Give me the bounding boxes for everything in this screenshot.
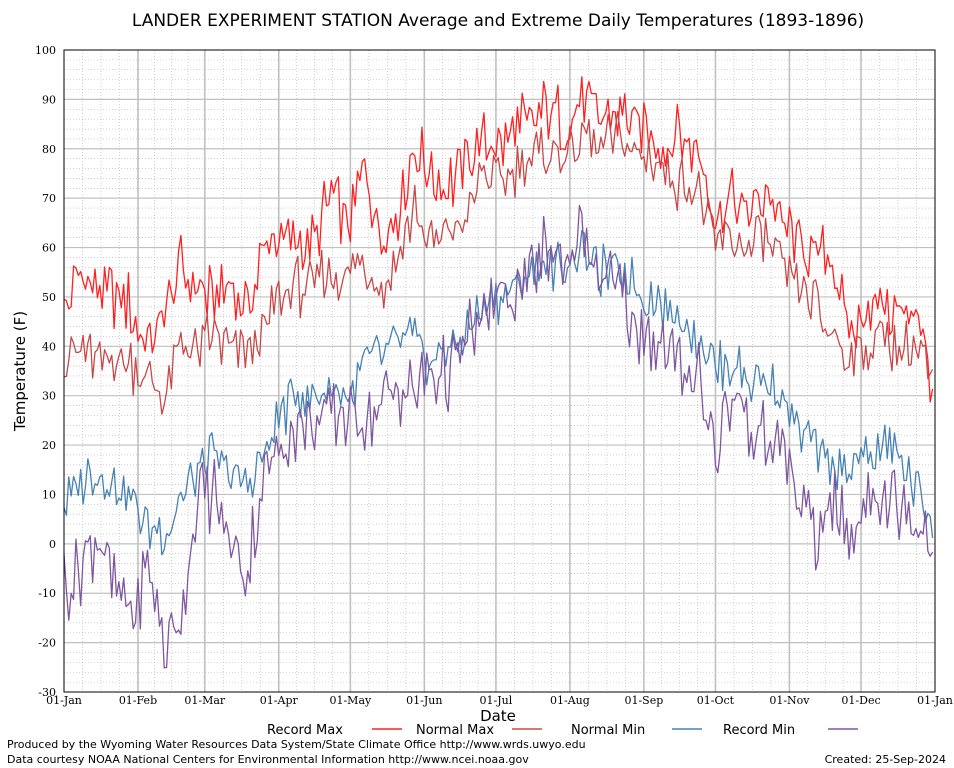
x-tick-label: 01-Mar	[184, 694, 226, 707]
x-tick-label: 01-Sep	[624, 694, 663, 707]
legend-label-record-max: Record Max	[267, 723, 343, 738]
series-lines	[63, 76, 934, 669]
x-tick-label: 01-Nov	[769, 694, 810, 707]
y-tick-label: 60	[42, 242, 56, 255]
y-tick-label: 10	[42, 488, 56, 501]
x-tick-labels: 01-Jan 01-Feb 01-Mar 01-Apr 01-May 01-Jun 01-J…	[46, 694, 953, 707]
y-tick-label: 30	[42, 390, 56, 403]
y-axis-label: Temperature (F)	[11, 311, 29, 432]
y-tick-label: 40	[42, 340, 56, 353]
x-tick-label: 01-Jun	[406, 694, 442, 707]
y-tick-label: -10	[38, 587, 56, 600]
x-tick-label: 01-Apr	[260, 694, 299, 707]
y-tick-label: 90	[42, 93, 56, 106]
x-tick-label: 01-Jan	[917, 694, 953, 707]
plot-frame	[63, 49, 936, 693]
x-tick-label: 01-Oct	[697, 694, 735, 707]
y-tick-label: 50	[42, 291, 56, 304]
x-tick-label: 01-Aug	[550, 694, 590, 707]
x-axis-label: Date	[480, 707, 516, 725]
series-line-normal-min	[63, 229, 934, 556]
y-tick-label: -20	[38, 637, 56, 650]
y-tick-label: 80	[42, 143, 56, 156]
y-tick-label: 70	[42, 192, 56, 205]
x-tick-label: 01-Feb	[119, 694, 157, 707]
series-line-record-max	[63, 76, 934, 403]
y-tick-label: 100	[35, 44, 56, 57]
y-tick-label: 20	[42, 439, 56, 452]
series-line-normal-max	[63, 110, 934, 415]
x-tick-label: 01-Dec	[841, 694, 880, 707]
x-tick-label: 01-Jan	[46, 694, 82, 707]
chart-title: LANDER EXPERIMENT STATION Average and Ex…	[132, 11, 864, 31]
grid	[64, 50, 935, 692]
y-tick-label: -30	[38, 686, 56, 699]
footer-credit-line1: Produced by the Wyoming Water Resources …	[7, 738, 586, 751]
x-tick-label: 01-May	[329, 694, 372, 707]
legend: Record Max Normal Max Normal Min Record Min	[267, 723, 858, 738]
legend-label-record-min: Record Min	[723, 723, 795, 738]
footer-created: Created: 25-Sep-2024	[825, 753, 946, 766]
y-tick-label: 0	[49, 538, 56, 551]
footer-credit-line2: Data courtesy NOAA National Centers for …	[7, 753, 529, 766]
series-line-record-min	[63, 204, 934, 669]
legend-label-normal-min: Normal Min	[571, 723, 645, 738]
legend-label-normal-max: Normal Max	[416, 723, 494, 738]
x-tick-label: 01-Jul	[480, 694, 513, 707]
